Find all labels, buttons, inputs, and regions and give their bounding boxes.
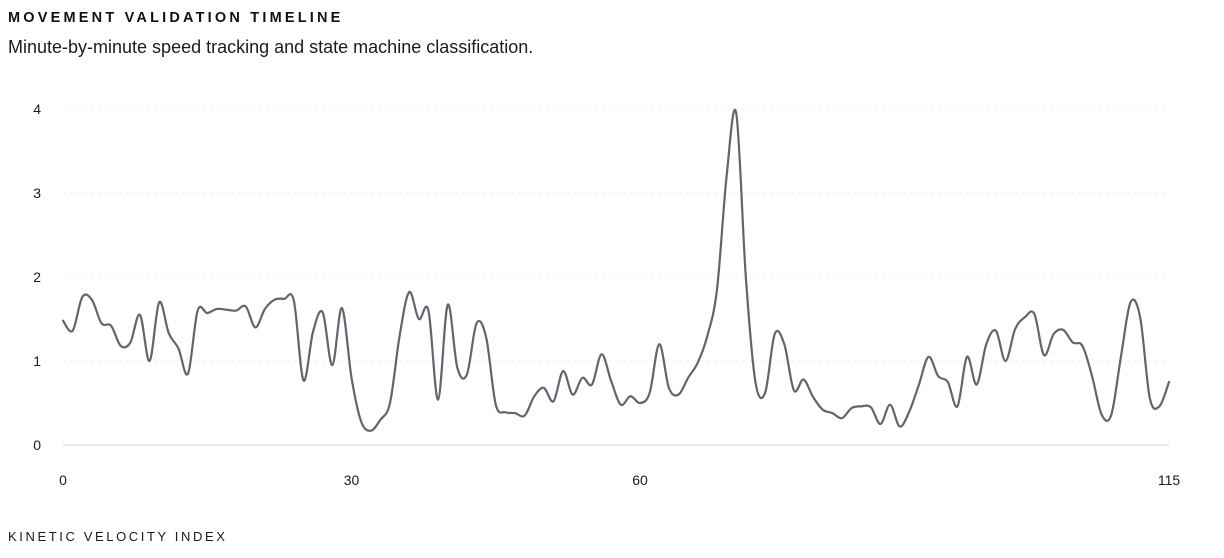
y-tick-label: 3 (33, 185, 41, 201)
chart-title: MOVEMENT VALIDATION TIMELINE (8, 10, 344, 26)
x-tick-label: 60 (632, 472, 648, 488)
y-tick-label: 2 (33, 269, 41, 285)
footer-label: KINETIC VELOCITY INDEX (8, 529, 228, 544)
y-tick-label: 4 (33, 101, 41, 117)
y-tick-label: 1 (33, 353, 41, 369)
grid-layer (63, 108, 1169, 362)
x-tick-label: 30 (344, 472, 360, 488)
x-tick-label: 115 (1158, 472, 1181, 488)
y-tick-label: 0 (33, 437, 41, 453)
label-layer: 0 1 2 3 4 0 30 60 115 (33, 101, 1180, 488)
series-layer (61, 108, 1171, 432)
x-tick-label: 0 (59, 472, 67, 488)
chart-subtitle: Minute-by-minute speed tracking and stat… (8, 37, 534, 57)
series-line-0 (61, 108, 1171, 432)
